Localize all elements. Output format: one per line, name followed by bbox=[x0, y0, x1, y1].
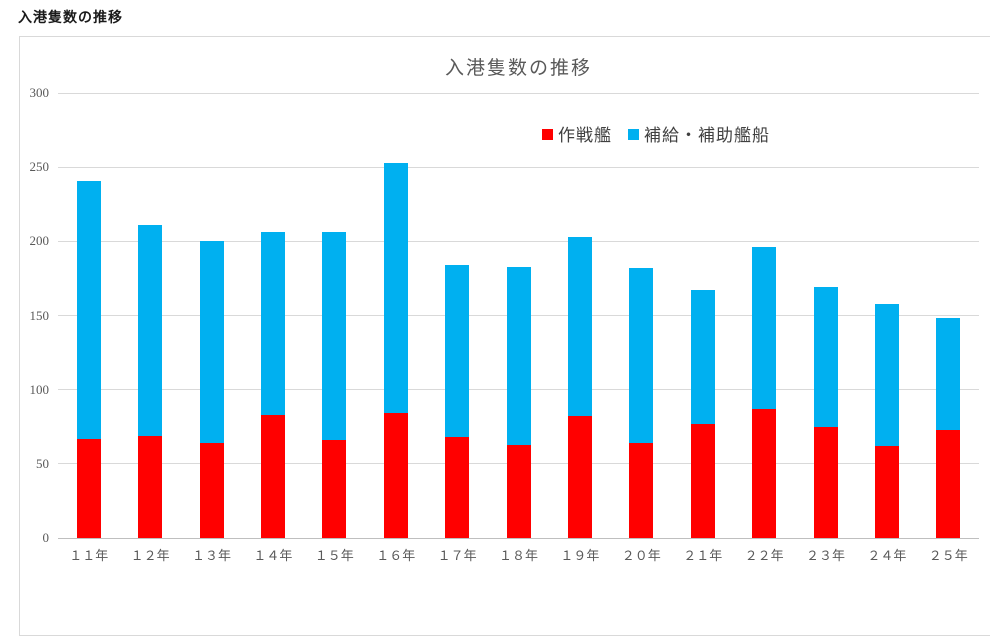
bar-segment-combat-２５年 bbox=[936, 429, 961, 538]
legend-item-supply: 補給・補助艦船 bbox=[628, 121, 770, 146]
bar-segment-combat-１８年 bbox=[506, 444, 531, 538]
x-axis-tick-label: １９年 bbox=[560, 548, 600, 563]
bar-segment-combat-１７年 bbox=[445, 437, 470, 538]
legend-swatch-combat-icon bbox=[542, 129, 553, 140]
y-axis-tick-label: 50 bbox=[36, 455, 49, 471]
x-axis-tick-label: ２３年 bbox=[805, 548, 845, 563]
chart-frame: 入港隻数の推移 作戦艦 補給・補助艦船 0 50 100 150 200 250 300 １１… bbox=[19, 36, 990, 636]
bar-segment-supply-２２年 bbox=[752, 247, 777, 409]
bar-segment-combat-２０年 bbox=[629, 443, 654, 538]
chart-page: { "page": { "title": "入港隻数の推移" }, "chart… bbox=[18, 11, 990, 636]
legend-swatch-supply-icon bbox=[628, 129, 639, 140]
bar-segment-supply-２１年 bbox=[690, 290, 715, 424]
x-axis-tick-label: １２年 bbox=[130, 548, 170, 563]
bar-segment-combat-１６年 bbox=[383, 413, 408, 538]
bar-segment-combat-１１年 bbox=[76, 438, 101, 538]
bar-segment-supply-１７年 bbox=[445, 265, 470, 438]
legend-item-combat: 作戦艦 bbox=[542, 121, 612, 146]
gridline bbox=[58, 240, 979, 242]
y-axis-tick-label: 100 bbox=[29, 381, 50, 397]
bar-segment-supply-２３年 bbox=[813, 287, 838, 427]
y-axis-tick-label: 0 bbox=[42, 530, 50, 545]
y-axis-tick-label: 300 bbox=[29, 85, 50, 100]
x-axis-line bbox=[58, 537, 979, 539]
legend: 作戦艦 補給・補助艦船 bbox=[542, 121, 770, 146]
plot-area: 0 50 100 150 200 250 300 １１年 １２年 １３年 １４年 １５年 １６年 １７年 １… bbox=[30, 85, 979, 563]
bar-segment-combat-２４年 bbox=[874, 446, 899, 538]
bar-segment-supply-１８年 bbox=[506, 266, 531, 445]
bar-segment-supply-１２年 bbox=[138, 225, 163, 436]
y-axis-tick-label: 250 bbox=[29, 159, 50, 175]
bar-segment-combat-１５年 bbox=[322, 440, 347, 538]
bar-segment-combat-１９年 bbox=[567, 416, 592, 538]
bar-segment-supply-１４年 bbox=[260, 232, 285, 415]
chart-title: 入港隻数の推移 bbox=[444, 58, 592, 79]
page-title: 入港隻数の推移 bbox=[18, 11, 123, 26]
bar-segment-supply-１９年 bbox=[567, 236, 592, 417]
x-axis-tick-label: ２０年 bbox=[621, 548, 661, 563]
x-axis-tick-label: １７年 bbox=[437, 548, 477, 563]
bar-segment-supply-１１年 bbox=[76, 180, 101, 439]
y-axis-tick-label: 200 bbox=[29, 233, 50, 249]
bar-segment-supply-２５年 bbox=[936, 318, 961, 430]
legend-label-supply: 補給・補助艦船 bbox=[644, 126, 770, 145]
bar-segment-supply-２４年 bbox=[874, 303, 899, 447]
bar-segment-supply-１３年 bbox=[199, 241, 224, 444]
bar-segment-supply-１６年 bbox=[383, 162, 408, 414]
x-axis-tick-label: １６年 bbox=[376, 548, 416, 563]
bar-segment-combat-１２年 bbox=[138, 435, 163, 538]
gridline bbox=[58, 92, 979, 94]
bar-segment-supply-２０年 bbox=[629, 268, 654, 444]
x-axis-tick-label: １４年 bbox=[253, 548, 293, 563]
x-axis-tick-label: １１年 bbox=[69, 548, 109, 563]
bar-segment-combat-１３年 bbox=[199, 443, 224, 538]
x-axis-tick-label: ２５年 bbox=[928, 548, 968, 563]
x-axis-tick-label: １３年 bbox=[191, 548, 231, 563]
bar-segment-combat-２３年 bbox=[813, 426, 838, 538]
bar-segment-combat-２２年 bbox=[752, 408, 777, 538]
bar-segment-combat-１４年 bbox=[260, 414, 285, 538]
x-axis-tick-label: ２１年 bbox=[683, 548, 723, 563]
legend-label-combat: 作戦艦 bbox=[558, 126, 612, 145]
bar-segment-combat-２１年 bbox=[690, 423, 715, 538]
x-axis-tick-label: ２４年 bbox=[867, 548, 907, 563]
x-axis-tick-label: ２２年 bbox=[744, 548, 784, 563]
gridline bbox=[58, 166, 979, 168]
bar-segment-supply-１５年 bbox=[322, 232, 347, 441]
x-axis-tick-label: １５年 bbox=[314, 548, 354, 563]
y-axis-tick-label: 150 bbox=[29, 307, 50, 323]
x-axis-tick-label: １８年 bbox=[498, 548, 538, 563]
